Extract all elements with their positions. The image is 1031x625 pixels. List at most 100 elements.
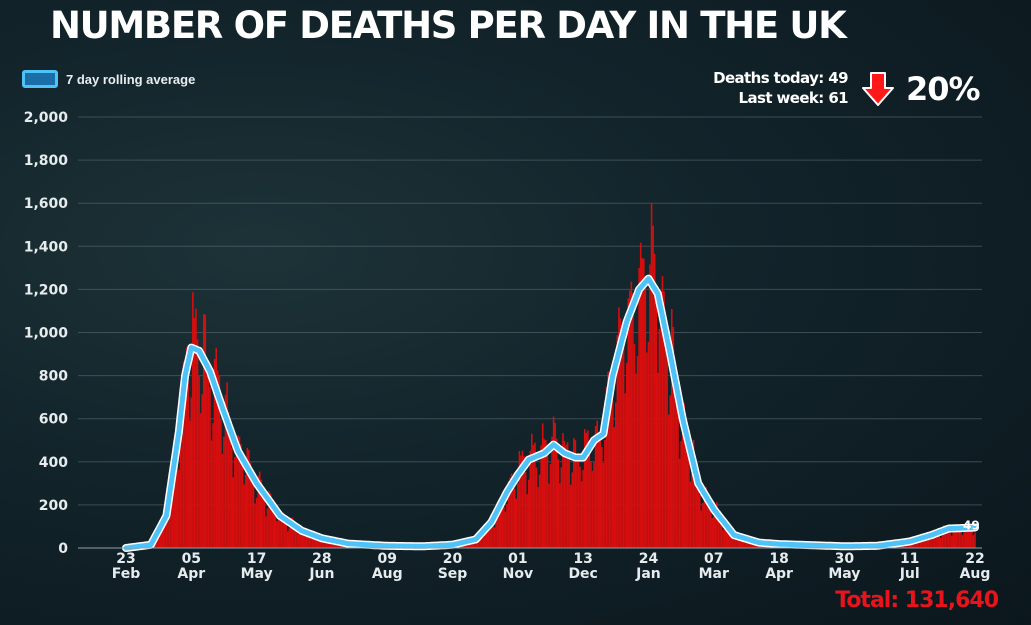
daily-bar	[523, 455, 525, 548]
y-tick-label: 1,200	[24, 282, 69, 298]
daily-bar	[921, 536, 923, 548]
daily-bar	[950, 535, 953, 548]
daily-bar	[954, 525, 956, 548]
daily-bar	[605, 386, 608, 548]
daily-bar	[171, 454, 174, 548]
daily-bar	[207, 368, 210, 548]
daily-bar	[943, 525, 945, 548]
daily-bar	[580, 481, 583, 548]
daily-bar	[607, 371, 609, 548]
daily-bar	[655, 299, 658, 548]
daily-bar	[961, 535, 964, 548]
daily-bar	[630, 281, 633, 548]
daily-bar	[529, 450, 532, 548]
y-tick-label: 400	[39, 455, 68, 471]
y-tick-label: 0	[58, 541, 68, 557]
daily-bar	[515, 498, 518, 548]
daily-bar	[204, 314, 207, 548]
daily-bar	[932, 531, 934, 548]
daily-bar	[534, 442, 536, 548]
x-tick-label: Nov	[503, 566, 533, 582]
daily-bar	[712, 516, 715, 548]
daily-bar	[212, 423, 214, 548]
x-tick-label: Aug	[960, 566, 991, 582]
x-tick-label: 20	[443, 551, 463, 567]
daily-bar	[328, 541, 331, 548]
daily-bar	[927, 536, 930, 548]
daily-bar	[629, 290, 631, 548]
percent-change: 20%	[906, 70, 981, 108]
daily-bar	[618, 307, 620, 548]
daily-bar	[576, 455, 578, 548]
daily-bar	[300, 529, 303, 548]
daily-bar	[277, 519, 280, 548]
daily-bar	[304, 531, 306, 548]
daily-bar	[221, 453, 224, 548]
daily-bar	[325, 538, 328, 548]
daily-bar	[237, 435, 239, 548]
daily-bar	[167, 520, 169, 548]
daily-bar	[251, 478, 253, 548]
daily-bar	[754, 543, 757, 548]
daily-bar	[555, 438, 558, 548]
x-tick-label: 01	[508, 551, 527, 567]
x-tick-label: 07	[704, 551, 723, 567]
daily-bar	[658, 328, 661, 548]
daily-bar	[470, 541, 472, 548]
daily-bar	[280, 512, 283, 548]
daily-bar	[739, 536, 741, 548]
daily-bar	[199, 413, 202, 548]
daily-bar	[308, 537, 311, 548]
daily-bar	[706, 497, 709, 548]
x-tick-label: Jun	[308, 566, 334, 582]
daily-bar	[527, 479, 530, 548]
daily-bar	[597, 434, 600, 548]
x-tick-label: Feb	[112, 566, 141, 582]
daily-bar	[517, 483, 519, 548]
daily-bar	[243, 484, 245, 548]
daily-bar	[742, 538, 745, 548]
daily-bar	[571, 472, 574, 548]
daily-bar	[181, 376, 183, 548]
daily-bar	[224, 394, 227, 548]
daily-bar	[227, 411, 230, 548]
daily-bar	[235, 437, 238, 548]
y-tick-label: 800	[39, 369, 68, 385]
daily-bar	[635, 373, 637, 548]
daily-bar	[290, 517, 292, 548]
daily-bar	[702, 502, 704, 548]
daily-bar	[265, 516, 267, 548]
daily-bar	[608, 391, 611, 548]
daily-bar	[963, 531, 965, 548]
daily-bar	[526, 494, 528, 548]
daily-bar	[249, 462, 252, 548]
daily-bar	[513, 488, 516, 548]
daily-bar	[216, 370, 219, 548]
daily-bar	[272, 500, 275, 548]
daily-bar	[703, 488, 706, 548]
x-tick-label: 17	[247, 551, 266, 567]
daily-bar	[669, 395, 672, 548]
daily-bar	[543, 439, 546, 548]
daily-bar	[552, 416, 555, 548]
daily-bar	[971, 530, 973, 548]
daily-bar	[683, 403, 686, 548]
daily-bar	[327, 539, 329, 548]
daily-bar	[627, 298, 630, 548]
daily-bar	[311, 532, 314, 548]
daily-bar	[944, 527, 947, 548]
daily-bar	[926, 534, 928, 548]
daily-bar	[639, 242, 642, 548]
daily-bar	[322, 537, 325, 548]
daily-bar	[537, 487, 539, 548]
daily-bar	[560, 467, 563, 548]
daily-bar	[188, 420, 191, 548]
daily-bar	[546, 454, 549, 548]
legend-swatch	[22, 70, 58, 88]
daily-bar	[737, 534, 740, 548]
daily-bar	[184, 368, 186, 548]
daily-bar	[644, 280, 647, 548]
daily-bar	[521, 450, 524, 548]
daily-bar	[307, 533, 309, 548]
daily-bar	[717, 509, 720, 548]
